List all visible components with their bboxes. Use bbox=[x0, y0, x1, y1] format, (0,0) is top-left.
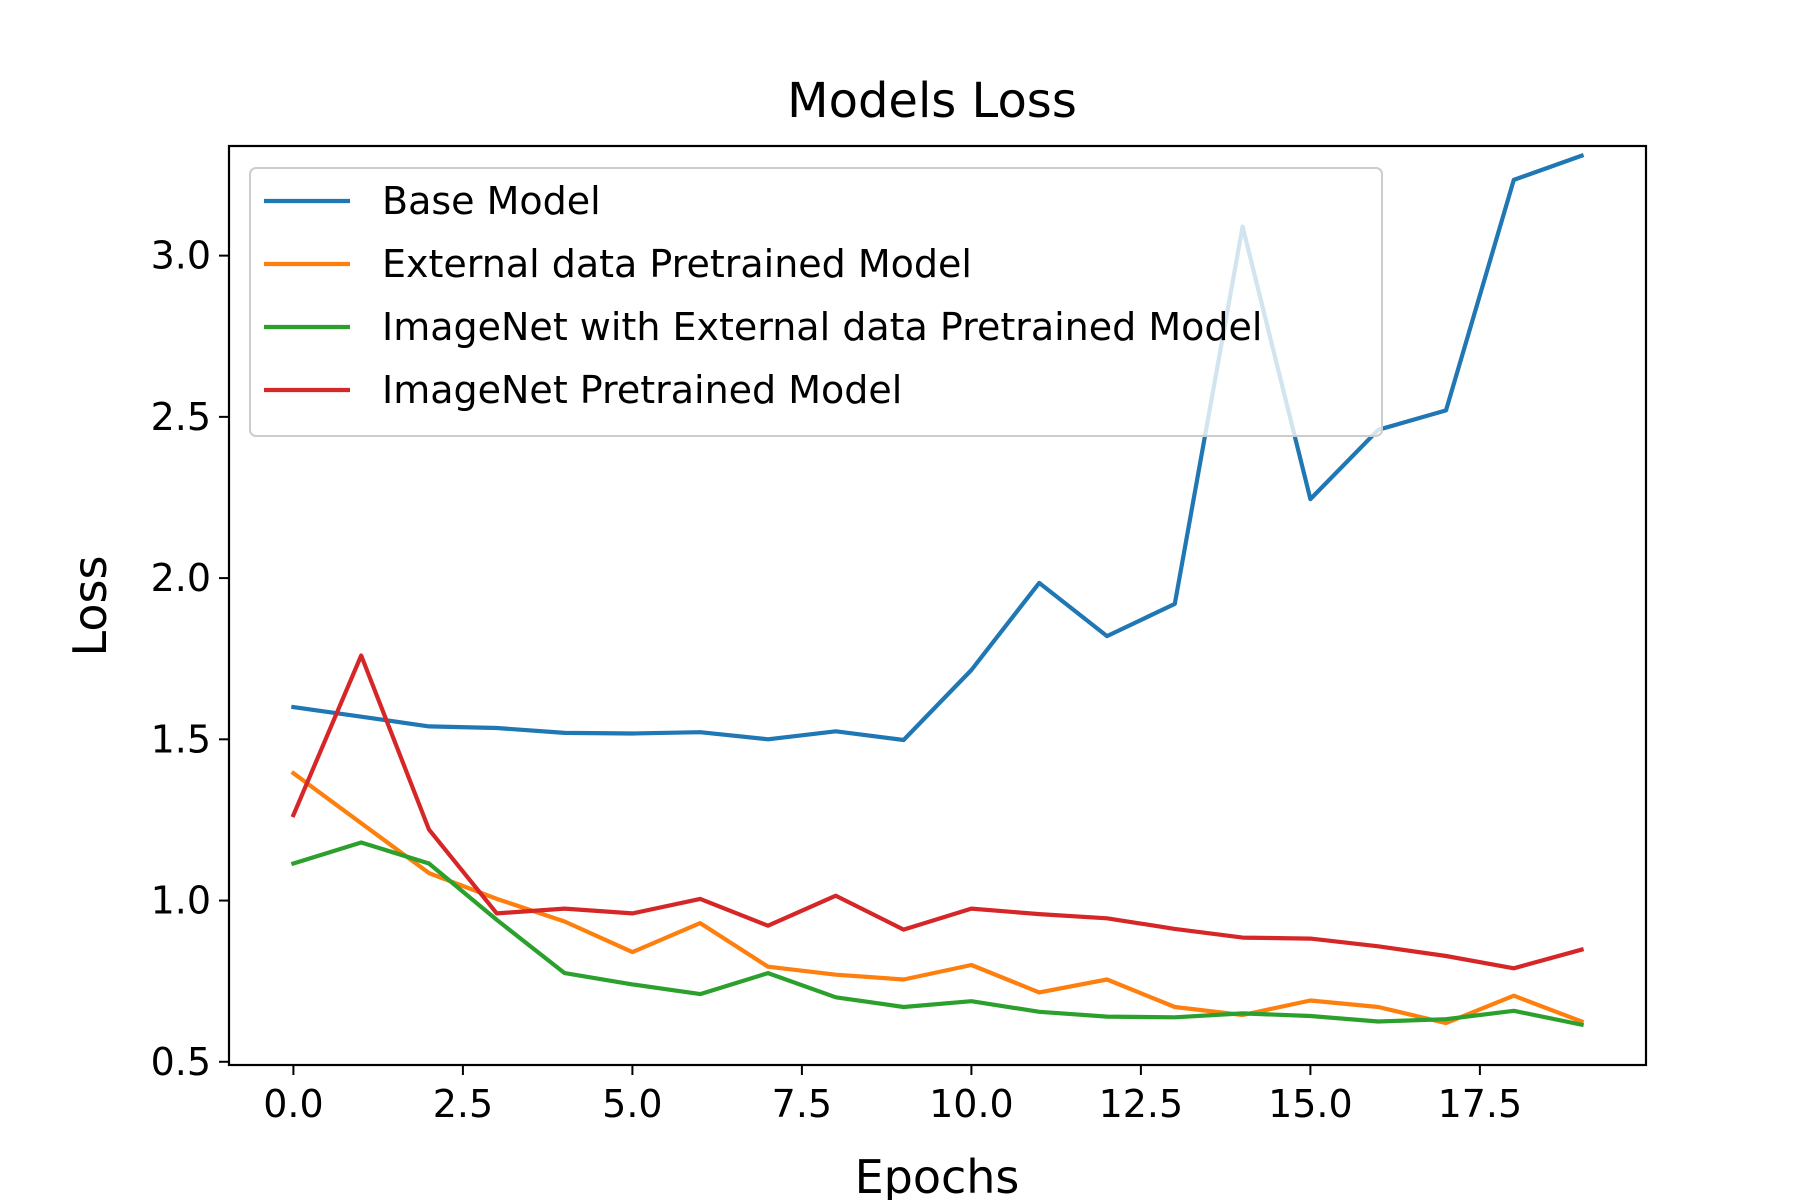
x-tick-label: 5.0 bbox=[602, 1082, 662, 1126]
legend-item: ImageNet with External data Pretrained M… bbox=[264, 305, 1262, 349]
series-line-base-model bbox=[291, 153, 1585, 743]
y-axis: 0.5 1.0 1.5 2.0 2.5 3.0 bbox=[151, 234, 229, 1084]
x-axis-label: Epochs bbox=[855, 1150, 1020, 1200]
series-line-external-data-pretrained-model bbox=[290, 770, 1585, 1026]
x-tick-label: 10.0 bbox=[929, 1082, 1014, 1126]
legend-label: ImageNet Pretrained Model bbox=[382, 368, 902, 412]
x-tick-label: 15.0 bbox=[1268, 1082, 1353, 1126]
legend-box bbox=[249, 167, 1383, 437]
y-tick-label: 1.0 bbox=[151, 879, 211, 923]
x-tick-label: 2.5 bbox=[433, 1082, 493, 1126]
plot-frame bbox=[227, 144, 1648, 1067]
series-line-imagenet-pretrained-model bbox=[290, 653, 1585, 971]
legend-item: Base Model bbox=[264, 179, 601, 223]
legend: Base Model External data Pretrained Model… bbox=[249, 167, 1383, 437]
plot-area: 0.0 2.5 5.0 7.5 10.0 12.5 15.0 17.5 0.5 1.0 1.5 2.… bbox=[151, 144, 1648, 1126]
legend-label: ImageNet with External data Pretrained M… bbox=[382, 305, 1262, 349]
y-tick-label: 1.5 bbox=[151, 717, 211, 761]
series-line-imagenet-with-external-data-pretrained-model bbox=[290, 840, 1585, 1028]
legend-item: External data Pretrained Model bbox=[264, 242, 972, 286]
series-lines bbox=[290, 153, 1585, 1028]
legend-label: Base Model bbox=[382, 179, 601, 223]
legend-label: External data Pretrained Model bbox=[382, 242, 972, 286]
x-tick-label: 7.5 bbox=[772, 1082, 832, 1126]
chart-title: Models Loss bbox=[787, 73, 1077, 129]
y-tick-label: 3.0 bbox=[151, 234, 211, 278]
x-axis: 0.0 2.5 5.0 7.5 10.0 12.5 15.0 17.5 bbox=[263, 1065, 1522, 1126]
y-tick-label: 0.5 bbox=[151, 1040, 211, 1084]
y-tick-label: 2.0 bbox=[151, 556, 211, 600]
x-tick-label: 17.5 bbox=[1438, 1082, 1523, 1126]
y-axis-label: Loss bbox=[63, 556, 117, 657]
x-tick-label: 12.5 bbox=[1099, 1082, 1184, 1126]
y-tick-label: 2.5 bbox=[151, 395, 211, 439]
x-tick-label: 0.0 bbox=[263, 1082, 323, 1126]
legend-item: ImageNet Pretrained Model bbox=[264, 368, 902, 412]
